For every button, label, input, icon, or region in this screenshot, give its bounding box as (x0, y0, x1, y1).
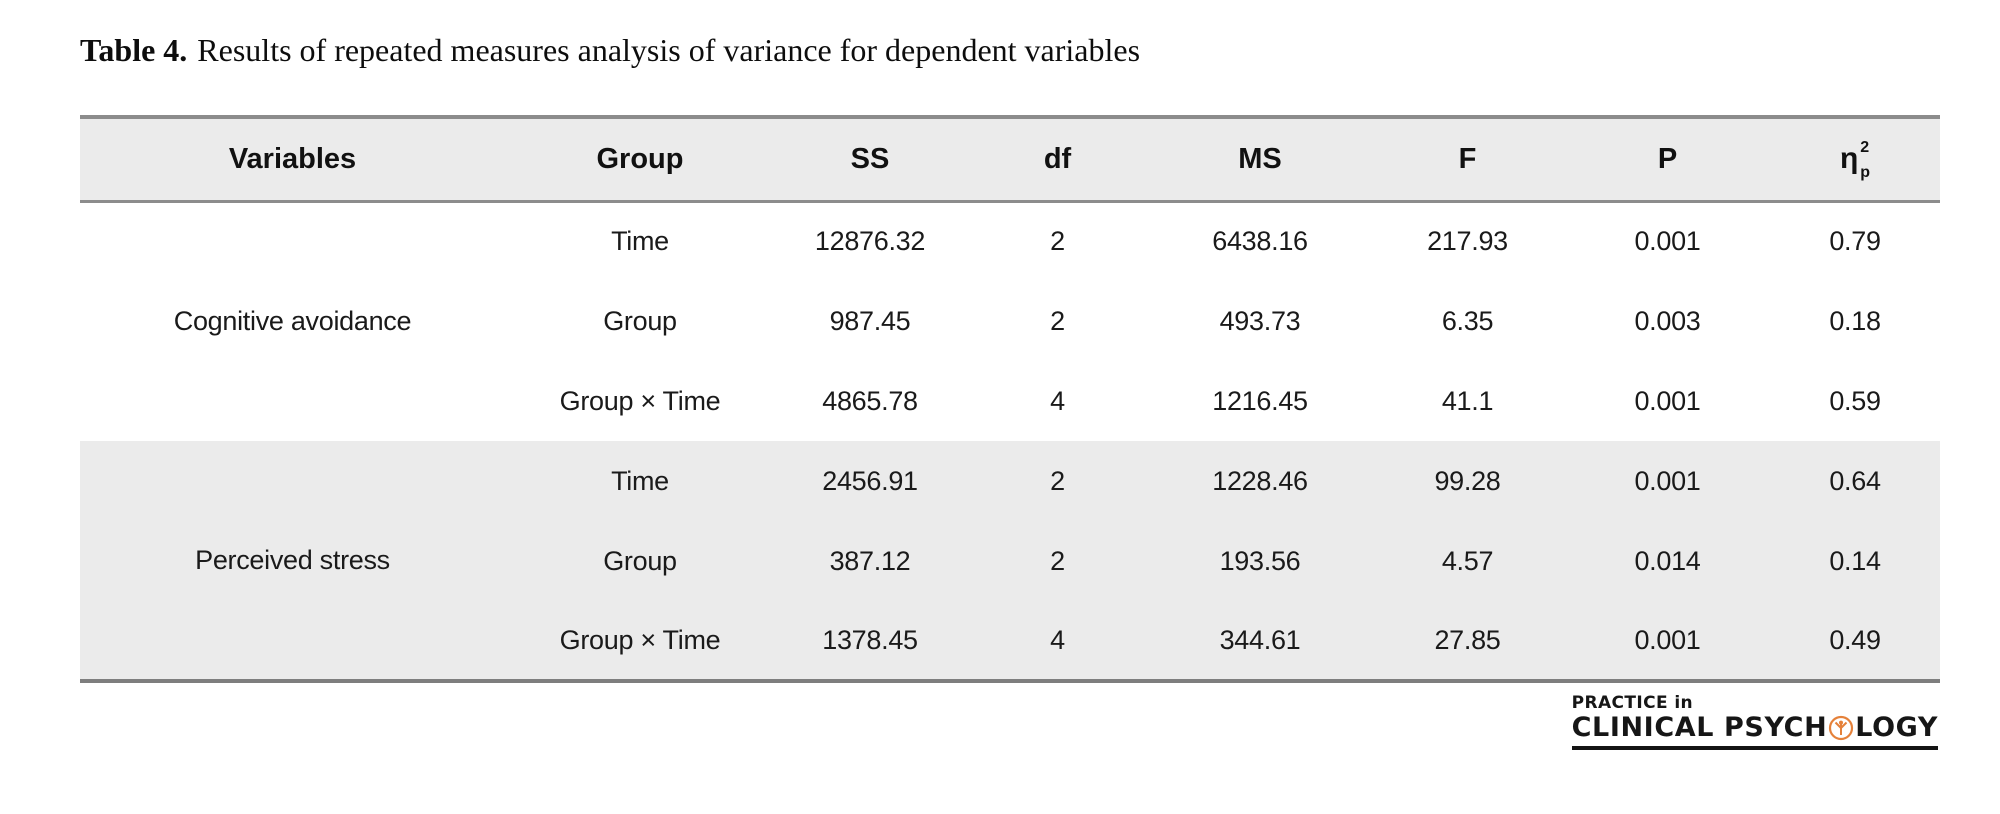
ms-cell: 1216.45 (1212, 385, 1308, 416)
ss-cell: 987.45 (829, 305, 911, 336)
eta-symbol: η 2 p (1839, 138, 1871, 181)
header-row: Variables Group SS df MS F P η 2 p (80, 117, 1940, 201)
df-cell: 2 (965, 441, 1150, 521)
ms-cell: 193.56 (1150, 521, 1370, 601)
f-cell: 4.57 (1370, 521, 1565, 601)
f-cell: 6.35 (1441, 305, 1494, 336)
table-row: Group 387.12 2 193.56 4.57 0.014 0.14 (80, 521, 1940, 601)
group-cell: Time (505, 441, 775, 521)
p-cell: 0.001 (1565, 601, 1770, 681)
ms-cell: 344.61 (1150, 601, 1370, 681)
df-cell: 4 (1050, 385, 1065, 416)
journal-logo-line1: PRACTICE in (1571, 693, 1694, 713)
ms-cell: 6438.16 (1212, 226, 1308, 257)
ms-cell: 1228.46 (1150, 441, 1370, 521)
p-cell: 0.003 (1634, 305, 1701, 336)
eta-cell: 0.79 (1829, 226, 1881, 257)
df-cell: 2 (1050, 226, 1065, 257)
person-in-circle-icon (1828, 715, 1854, 741)
column-header-f: F (1458, 142, 1477, 175)
p-cell: 0.014 (1565, 521, 1770, 601)
p-cell: 0.001 (1634, 385, 1701, 416)
group-cell: Time (611, 226, 669, 257)
group-cell: Group × Time (505, 601, 775, 681)
column-header-ss: SS (850, 142, 890, 175)
table-header: Variables Group SS df MS F P η 2 p (80, 117, 1940, 201)
ms-cell: 493.73 (1219, 305, 1301, 336)
variable-cell-cognitive-avoidance: Cognitive avoidance (173, 306, 412, 337)
eta-cell: 0.49 (1770, 601, 1940, 681)
eta-cell: 0.14 (1770, 521, 1940, 601)
ss-cell: 387.12 (775, 521, 965, 601)
ss-cell: 12876.32 (814, 226, 926, 257)
table-caption: Results of repeated measures analysis of… (197, 32, 1141, 68)
ss-cell: 4865.78 (822, 385, 918, 416)
journal-logo: PRACTICE in CLINICAL PSYCH LOGY (1571, 693, 1938, 750)
eta-cell: 0.59 (1829, 385, 1881, 416)
eta-cell: 0.18 (1829, 305, 1881, 336)
group-cell: Group (603, 305, 677, 336)
table-number-label: Table 4. (80, 32, 188, 68)
table-body: Cognitive avoidance Time 12876.32 2 6438… (80, 201, 1940, 681)
df-cell: 4 (965, 601, 1150, 681)
table-row: Group 987.45 2 493.73 6.35 0.003 0.18 (80, 281, 1940, 361)
f-cell: 99.28 (1370, 441, 1565, 521)
journal-logo-line2: CLINICAL PSYCH LOGY (1571, 712, 1938, 750)
df-cell: 2 (965, 521, 1150, 601)
journal-logo-text-post: LOGY (1855, 712, 1938, 743)
ss-cell: 1378.45 (775, 601, 965, 681)
column-header-group: Group (596, 142, 684, 175)
anova-table: Variables Group SS df MS F P η 2 p (80, 115, 1940, 683)
column-header-eta-squared: η 2 p (1770, 117, 1940, 201)
df-cell: 2 (1050, 305, 1065, 336)
column-header-variables: Variables (228, 142, 357, 175)
table-row: Group × Time 4865.78 4 1216.45 41.1 0.00… (80, 361, 1940, 441)
eta-cell: 0.64 (1770, 441, 1940, 521)
group-cell: Group × Time (559, 385, 721, 416)
column-header-df: df (1043, 142, 1072, 175)
f-cell: 41.1 (1441, 385, 1494, 416)
table-row: Perceived stress Time 2456.91 2 1228.46 … (80, 441, 1940, 681)
column-header-p: P (1657, 142, 1678, 175)
f-cell: 27.85 (1370, 601, 1565, 681)
journal-logo-text-pre: CLINICAL PSYCH (1571, 712, 1828, 743)
table-row: Group × Time 1378.45 4 344.61 27.85 0.00… (80, 601, 1940, 681)
group-cell: Group (505, 521, 775, 601)
column-header-ms: MS (1238, 142, 1282, 175)
ss-cell: 2456.91 (775, 441, 965, 521)
table-row: Cognitive avoidance Time 12876.32 2 6438… (80, 201, 1940, 336)
page-title: Table 4. Results of repeated measures ana… (80, 32, 1140, 69)
f-cell: 217.93 (1427, 226, 1508, 257)
variable-cell-perceived-stress: Perceived stress (80, 441, 505, 681)
p-cell: 0.001 (1634, 226, 1701, 257)
p-cell: 0.001 (1565, 441, 1770, 521)
